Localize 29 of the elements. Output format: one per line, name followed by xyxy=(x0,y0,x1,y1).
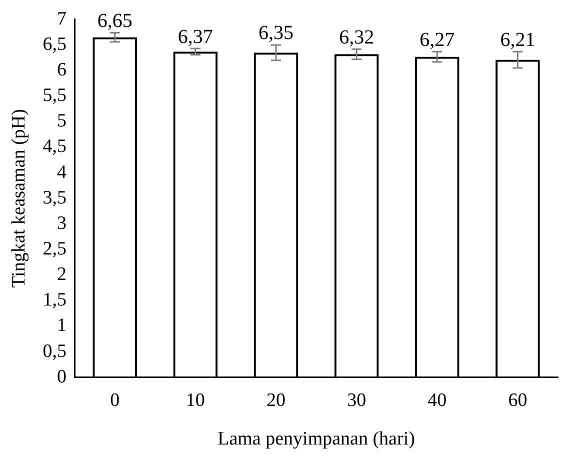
y-tick-label: 4,5 xyxy=(42,136,67,158)
x-tick-label: 40 xyxy=(428,390,447,411)
data-label: 6,35 xyxy=(258,22,294,44)
y-tick-label: 2,5 xyxy=(42,238,67,260)
x-tick-label: 20 xyxy=(266,390,286,411)
y-tick-label: 4 xyxy=(57,162,68,183)
y-tick-label: 5,5 xyxy=(42,85,67,106)
y-tick-label: 7 xyxy=(57,8,67,30)
data-label: 6,65 xyxy=(97,10,132,32)
y-tick-label: 2 xyxy=(57,264,67,286)
x-tick-label: 30 xyxy=(347,390,366,411)
y-tick-label: 5 xyxy=(57,110,67,132)
data-label: 6,21 xyxy=(500,28,536,51)
y-tick-label: 0 xyxy=(57,366,67,388)
y-tick-label: 6 xyxy=(57,60,67,81)
data-label: 6,27 xyxy=(420,28,455,51)
x-tick-label: 0 xyxy=(110,390,120,411)
x-axis-title: Lama penyimpanan (hari) xyxy=(218,428,415,450)
y-tick-label: 6,5 xyxy=(42,34,67,55)
y-tick-label: 3,5 xyxy=(42,187,67,208)
y-tick-label: 1 xyxy=(57,315,67,336)
x-tick-label: 10 xyxy=(186,390,205,411)
y-tick-label: 0,5 xyxy=(42,340,67,362)
data-label: 6,32 xyxy=(339,26,374,48)
y-tick-label: 3 xyxy=(57,212,67,234)
y-axis-title: Tingkat keasaman (pH) xyxy=(8,109,30,288)
data-label: 6,37 xyxy=(178,26,213,48)
y-tick-label: 1,5 xyxy=(42,290,67,311)
x-tick-label: 60 xyxy=(508,390,528,411)
